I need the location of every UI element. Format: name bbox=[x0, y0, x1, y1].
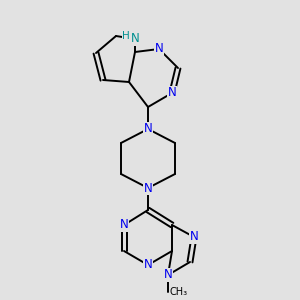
Text: N: N bbox=[144, 182, 152, 194]
Text: N: N bbox=[144, 122, 152, 136]
Text: N: N bbox=[130, 32, 140, 46]
Text: N: N bbox=[154, 43, 164, 56]
Text: N: N bbox=[144, 259, 152, 272]
Text: H: H bbox=[122, 31, 130, 41]
Text: N: N bbox=[168, 86, 176, 100]
Text: CH₃: CH₃ bbox=[169, 287, 187, 297]
Text: N: N bbox=[120, 218, 128, 232]
Text: N: N bbox=[190, 230, 198, 244]
Text: N: N bbox=[164, 268, 172, 281]
